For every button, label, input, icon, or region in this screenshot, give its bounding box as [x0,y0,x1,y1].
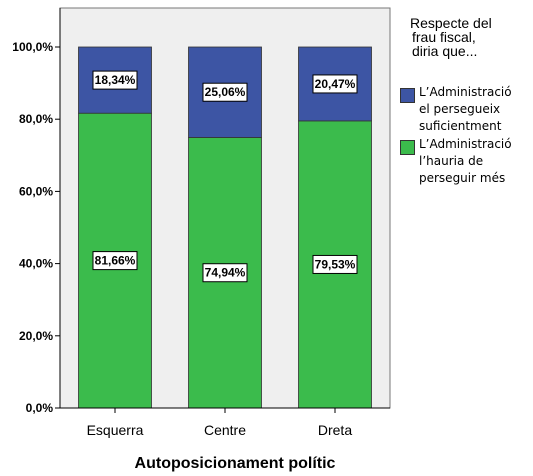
legend-label: L’Administració l’hauria de perseguir mé… [419,136,533,187]
y-tick-label: 40,0% [19,257,53,271]
legend-title-line: Respecte del [410,15,492,31]
data-label-box [202,263,248,283]
data-label-box [202,82,248,102]
bars-group: 81,66% 18,34% 74,94% 25,06% 79,53% 20,47% [78,46,372,409]
legend-label: L’Administració el persegueix suficientm… [419,84,533,135]
data-label: 25,06% [205,85,246,99]
legend-title-line: frau fiscal, [412,29,476,45]
y-axis: 0,0% 20,0% 40,0% 60,0% 80,0% 100,0% [12,8,61,415]
legend-label-line: l’hauria de [419,154,484,168]
legend-label-line: suficientment [419,119,502,133]
legend-label-line: L’Administració [419,85,512,99]
data-label-box [92,70,138,90]
legend-label-line: L’Administració [419,137,512,151]
data-label: 74,94% [205,266,246,280]
y-tick-label: 0,0% [26,401,54,415]
data-label-box [312,74,358,94]
y-tick-label: 80,0% [19,112,53,126]
x-category-label: Dreta [318,422,352,438]
y-tick-label: 100,0% [12,40,53,54]
legend-label-line: el persegueix [419,102,501,116]
legend-label-line: perseguir més [419,171,506,185]
x-category-label: Esquerra [87,422,144,438]
x-category-label: Centre [204,422,246,438]
legend-title-line: diria que... [412,43,478,59]
data-label: 20,47% [315,77,356,91]
data-label: 18,34% [95,73,136,87]
y-tick-label: 60,0% [19,184,53,198]
x-axis-title: Autoposicionament polític [135,455,336,472]
legend-title: Respecte del frau fiscal, diria que... [410,16,530,58]
data-label-box [312,254,358,274]
legend-swatch-green [400,140,415,155]
data-label-box [92,251,138,271]
data-label: 79,53% [315,257,356,271]
legend-swatch-blue [400,88,415,103]
y-tick-label: 20,0% [19,329,53,343]
data-label: 81,66% [95,254,136,268]
x-axis: Esquerra Centre Dreta [60,407,390,438]
